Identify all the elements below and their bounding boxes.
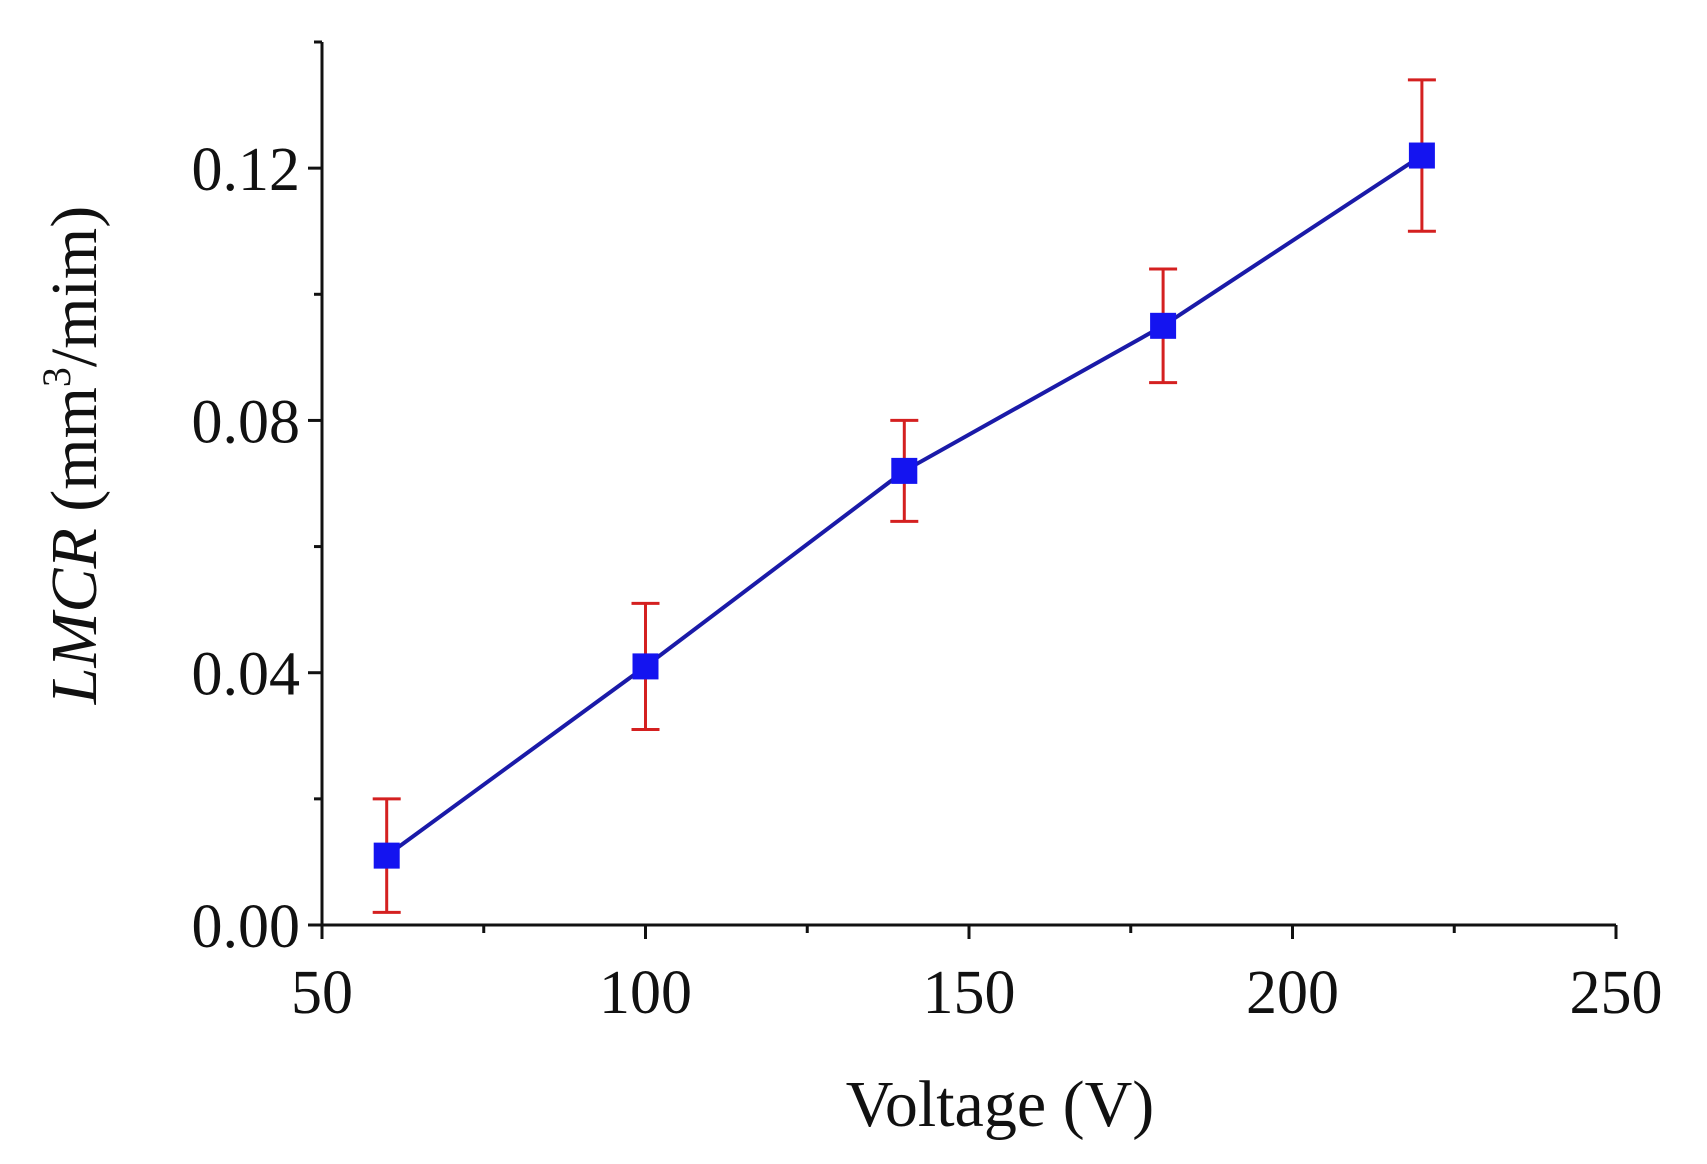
y-axis-title-variable: LMCR — [38, 528, 111, 705]
y-axis-title: LMCR (mm3/mim) — [34, 206, 111, 706]
error-bars — [372, 78, 1436, 914]
data-markers — [373, 142, 1435, 869]
x-tick-label: 50 — [291, 959, 353, 1027]
y-tick-label: 0.00 — [192, 893, 301, 961]
x-tick-label: 250 — [1570, 959, 1663, 1027]
x-tick-label: 150 — [923, 959, 1016, 1027]
x-tick-label: 200 — [1246, 959, 1339, 1027]
y-tick-label: 0.08 — [192, 388, 301, 456]
data-point-marker — [1408, 142, 1435, 169]
y-axis-title-unit-prefix: (mm — [38, 387, 111, 528]
y-tick-label: 0.04 — [192, 641, 301, 709]
y-axis-title-unit-suffix: /mim) — [38, 206, 111, 367]
y-tick-label: 0.12 — [192, 136, 301, 204]
x-axis-title: Voltage (V) — [846, 1068, 1155, 1141]
x-tick-label: 100 — [599, 959, 692, 1027]
tick-labels: 50 100 150 200 250 0.00 0.04 0.08 0.12 — [192, 136, 1663, 1027]
data-point-marker — [632, 653, 659, 680]
data-point-marker — [891, 457, 918, 484]
tick-marks — [308, 40, 1618, 939]
data-point-marker — [1150, 312, 1177, 339]
data-point-marker — [373, 842, 400, 869]
y-axis-title-unit-exponent: 3 — [34, 367, 79, 387]
